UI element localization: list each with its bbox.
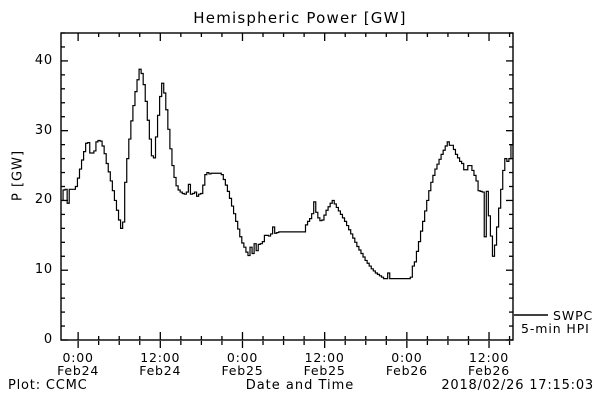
x-tick-date: Feb24 <box>57 363 100 378</box>
x-tick-time: 0:00 <box>226 350 259 365</box>
x-tick-date: Feb25 <box>303 363 346 378</box>
x-tick-label: 0:00 Feb25 <box>202 351 282 377</box>
y-tick-label: 40 <box>34 52 53 68</box>
x-tick-date: Feb26 <box>385 363 428 378</box>
data-series-lines <box>61 68 514 280</box>
x-tick-label: 0:00 Feb26 <box>367 351 447 377</box>
x-tick-time: 0:00 <box>62 350 94 365</box>
y-tick-label: 20 <box>34 192 53 208</box>
footer-plot-credit: Plot: CCMC <box>8 378 88 393</box>
y-tick-label: 0 <box>43 332 53 347</box>
x-tick-label: 12:00 Feb24 <box>120 351 200 377</box>
x-axis-label: Date and Time <box>245 378 355 393</box>
series-line <box>61 68 514 280</box>
footer-timestamp: 2018/02/26 17:15:03 <box>441 378 594 393</box>
x-tick-time: 12:00 <box>304 350 345 365</box>
x-tick-time: 0:00 <box>391 350 423 365</box>
y-tick-label: 30 <box>34 122 53 138</box>
legend-series-name: SWPC <box>553 308 594 323</box>
legend-series-subtitle: 5-min HPI <box>521 321 590 336</box>
x-tick-time: 12:00 <box>140 350 181 365</box>
axis-ticks <box>61 32 513 348</box>
x-tick-date: Feb25 <box>221 363 264 378</box>
x-tick-date: Feb24 <box>139 363 182 378</box>
y-tick-label: 10 <box>34 262 53 278</box>
x-tick-time: 12:00 <box>469 350 510 365</box>
axes-frame <box>60 32 514 341</box>
page-title: Hemispheric Power [GW] <box>193 9 407 27</box>
x-tick-date: Feb26 <box>467 363 511 378</box>
x-tick-label: 12:00 Feb26 <box>449 351 529 377</box>
x-tick-label: 12:00 Feb25 <box>285 351 365 377</box>
x-tick-label: 0:00 Feb24 <box>38 351 118 377</box>
